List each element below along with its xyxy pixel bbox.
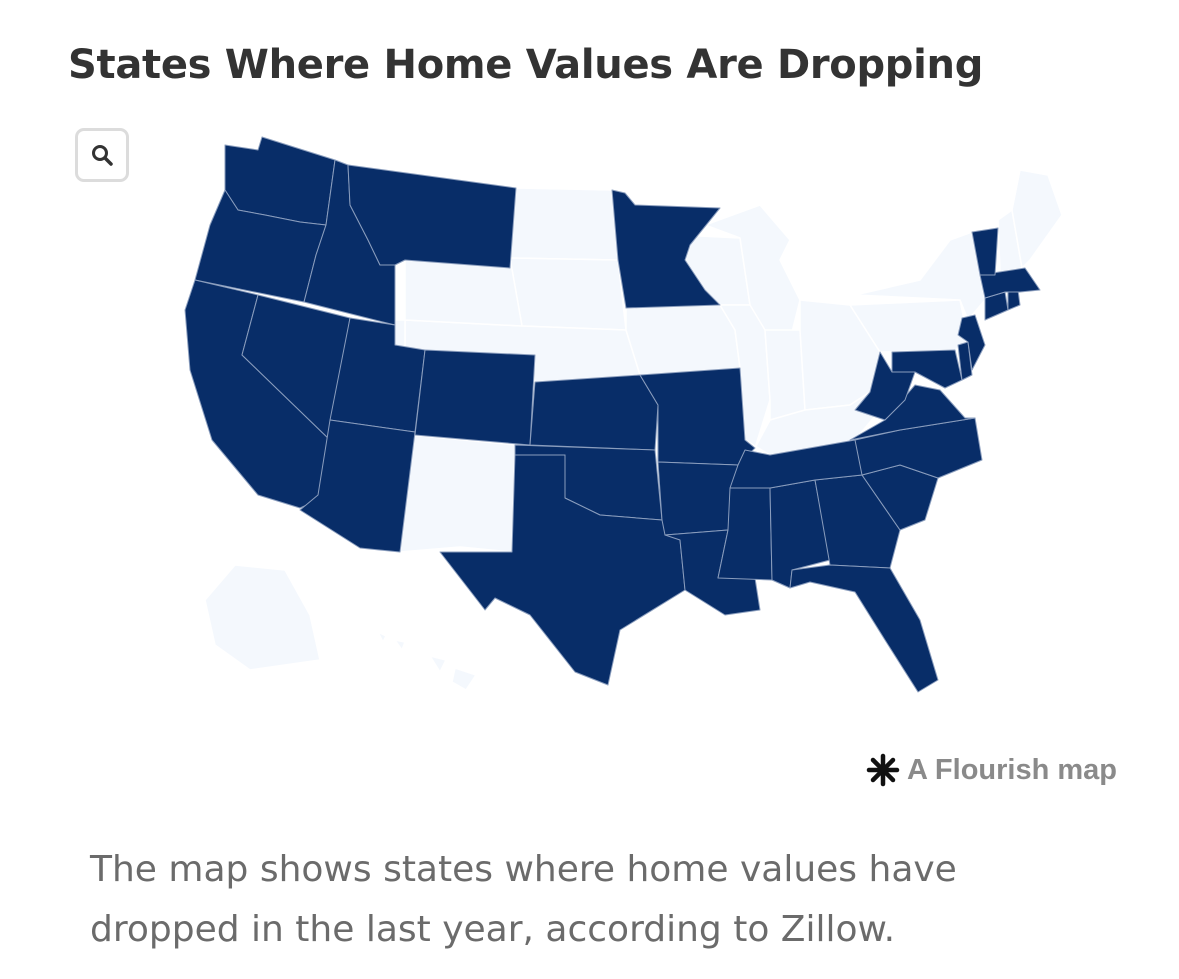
state-delaware[interactable] <box>957 341 973 381</box>
state-new-mexico[interactable] <box>399 434 516 553</box>
state-hawaii[interactable] <box>377 631 477 691</box>
state-florida[interactable] <box>789 564 939 693</box>
map-title: States Where Home Values Are Dropping <box>68 42 984 88</box>
flourish-asterisk-icon <box>865 752 901 788</box>
map-caption: The map shows states where home values h… <box>90 849 957 950</box>
state-colorado[interactable] <box>414 349 536 446</box>
state-north-dakota[interactable] <box>509 187 619 261</box>
state-south-dakota[interactable] <box>509 257 627 331</box>
state-alaska[interactable] <box>204 564 321 671</box>
zoom-search-button[interactable] <box>75 128 129 182</box>
state-kansas[interactable] <box>529 374 659 451</box>
states-layer <box>184 136 1063 693</box>
state-texas[interactable] <box>439 454 686 686</box>
attribution-label: A Flourish map <box>907 753 1117 786</box>
state-montana[interactable] <box>347 164 517 269</box>
state-maine[interactable] <box>1011 169 1063 269</box>
state-rhode-island[interactable] <box>1007 289 1021 311</box>
state-new-jersey[interactable] <box>957 314 986 371</box>
us-choropleth-map[interactable] <box>0 110 1179 720</box>
state-michigan[interactable] <box>704 204 801 346</box>
state-indiana[interactable] <box>764 329 806 421</box>
us-map-svg <box>184 136 1063 693</box>
state-vermont[interactable] <box>971 227 999 276</box>
state-maryland[interactable] <box>891 349 963 389</box>
flourish-attribution-link[interactable]: A Flourish map <box>865 752 1117 788</box>
state-minnesota[interactable] <box>611 189 721 309</box>
state-arkansas[interactable] <box>657 461 739 536</box>
state-iowa[interactable] <box>625 304 741 376</box>
search-icon <box>92 145 113 166</box>
